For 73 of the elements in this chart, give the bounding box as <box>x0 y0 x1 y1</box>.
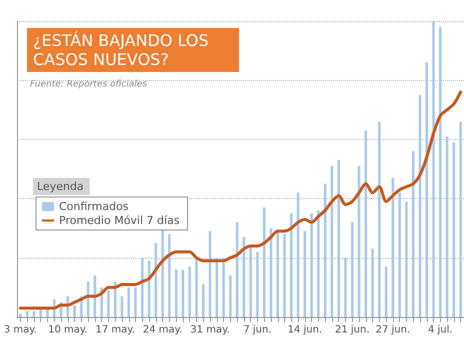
bar <box>188 266 191 317</box>
x-tick-label: 17 may. <box>95 324 135 336</box>
bar <box>242 237 246 317</box>
bar <box>73 305 76 317</box>
bar <box>107 290 110 317</box>
bar <box>174 270 178 317</box>
bar <box>114 281 116 317</box>
bar <box>283 234 286 317</box>
x-tick-label: 14 jun. <box>288 324 322 336</box>
x-tick-label: 3 may. <box>4 324 37 336</box>
bar <box>195 258 198 317</box>
x-tick-label: 21 jun. <box>334 324 370 336</box>
bar <box>446 136 448 317</box>
bar <box>208 231 212 317</box>
bar <box>310 213 313 317</box>
bar <box>86 281 90 317</box>
x-tick-label: 31 may. <box>190 324 230 336</box>
bar <box>330 166 334 317</box>
bar <box>337 160 340 317</box>
bar <box>304 231 306 317</box>
bar <box>296 192 300 317</box>
bar <box>426 62 428 317</box>
x-tick-label: 7 jun. <box>243 324 272 336</box>
bar <box>19 314 22 317</box>
bar <box>290 213 293 317</box>
bar <box>202 284 204 317</box>
bar <box>141 258 144 317</box>
bar <box>236 222 238 317</box>
bar <box>378 122 381 317</box>
bar <box>358 166 360 317</box>
bar <box>229 276 232 317</box>
bar <box>324 184 326 317</box>
bar <box>439 26 442 317</box>
bar <box>154 243 158 317</box>
bar <box>262 207 266 317</box>
bar <box>32 311 36 317</box>
bar <box>148 260 150 317</box>
bar <box>364 130 368 317</box>
legend-label: Confirmados <box>59 200 129 213</box>
x-tick-label: 10 may. <box>48 324 88 336</box>
text: ¿ESTÁN BAJANDO LOS CASOS NUEVOS? <box>33 31 214 69</box>
annotation: Fuente: Reportes oficiales <box>30 80 148 90</box>
legend-label: Promedio Móvil 7 días <box>59 214 180 227</box>
x-tick-label: 4 jul. <box>428 324 453 336</box>
bar <box>276 231 279 317</box>
bar <box>452 142 456 317</box>
bar <box>182 270 184 317</box>
bar <box>94 276 96 317</box>
bar <box>384 266 388 317</box>
bar <box>351 222 354 317</box>
bar <box>317 210 320 317</box>
bar <box>128 287 130 317</box>
bar <box>405 202 408 317</box>
bar <box>120 296 124 317</box>
bar <box>270 228 272 317</box>
x-tick-label: 24 may. <box>142 324 182 336</box>
bar <box>134 287 137 317</box>
bar <box>459 122 462 317</box>
x-tick-label: 27 jun. <box>376 324 410 336</box>
bar <box>222 258 225 317</box>
bar <box>168 234 171 317</box>
bar <box>371 248 374 317</box>
bar <box>432 21 435 317</box>
bar <box>249 246 252 317</box>
bar <box>26 311 28 317</box>
bar <box>412 151 414 317</box>
legend-title: Leyenda <box>37 180 84 193</box>
bar <box>216 258 218 317</box>
bar <box>256 252 259 317</box>
bar <box>398 192 401 317</box>
bar <box>392 178 394 317</box>
bar <box>418 95 422 317</box>
bar <box>344 258 347 317</box>
